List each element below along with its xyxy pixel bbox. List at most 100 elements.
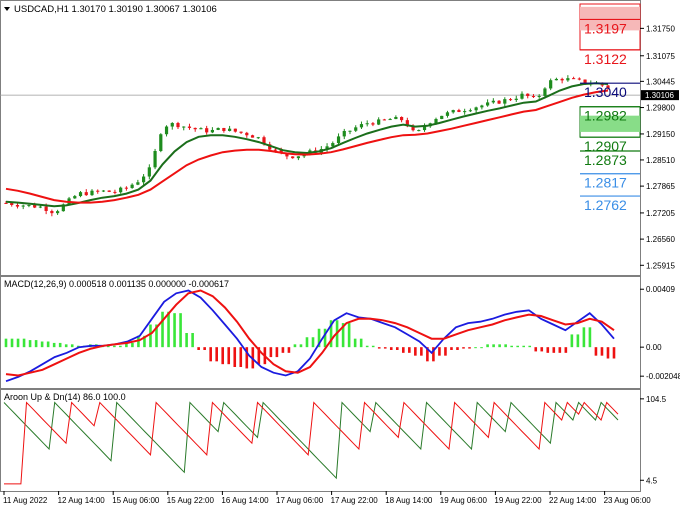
macd-histogram-bar [64,344,68,348]
candle-body [176,123,180,128]
candle-body [371,123,375,125]
macd-histogram-bar [311,337,315,348]
macd-histogram-bar [540,347,544,352]
time-tick-label: 23 Aug 06:00 [604,496,652,505]
macd-histogram-bar [420,347,423,356]
macd-histogram-bar [498,344,501,348]
macd-histogram-bar [143,335,146,348]
macd-histogram-bar [107,345,110,348]
candle-body [537,95,541,97]
candle-body [205,128,209,133]
candle-body [514,98,518,100]
macd-histogram-bar [576,334,580,348]
candle-body [78,192,83,197]
macd-histogram-bar [197,347,200,350]
candle-body [486,102,490,106]
candle-body [566,78,570,81]
aroon-up-line [3,401,619,480]
candle-body [250,135,255,138]
time-tick-label: 17 Aug 06:00 [276,496,324,505]
candle-body [4,202,8,204]
macd-histogram-bar [209,347,212,362]
macd-pane [4,289,616,383]
macd-histogram-bar [383,347,387,349]
time-tick-label: 15 Aug 22:00 [167,496,215,505]
macd-histogram-bar [287,347,291,353]
candle-body [531,96,536,98]
aroon-header: Aroon Up & Dn(14) 86.0 100.0 [4,392,126,402]
candle-body [84,192,88,196]
macd-histogram-bar [534,347,538,352]
candle-body [331,143,335,147]
level-label: 1.3040 [584,84,627,100]
time-tick-label: 19 Aug 22:00 [494,496,542,505]
candle-body [187,126,192,128]
candle-body [44,206,48,211]
macd-histogram-bar [10,338,14,348]
macd-histogram-bar [215,347,218,362]
macd-histogram-bar [70,344,74,348]
aroon-down-line [4,401,619,485]
candle-body [285,153,289,157]
price-tick-label: 1.31075 [646,52,675,61]
candle-body [354,127,358,131]
candle-body [400,116,404,121]
candle-body [61,204,65,212]
candle-body [268,144,272,150]
candle-body [15,204,20,207]
macd-histogram-bar [432,347,435,362]
candle-body [159,134,163,152]
macd-histogram-bar [546,347,550,353]
level-label: 1.2762 [584,197,627,213]
price-tick-label: 1.30445 [646,77,675,86]
level-label: 1.2873 [584,152,627,168]
candle-body [411,126,415,131]
macd-histogram-bar [426,347,429,362]
candle-body [27,204,31,206]
candle-body [130,184,134,188]
macd-histogram-bar [371,345,375,348]
candle-body [142,176,146,183]
candle-body [193,127,197,130]
symbol-dropdown-icon[interactable] [4,7,10,11]
macd-histogram-bar [113,345,116,348]
macd-histogram-bar [185,333,188,348]
candle-body [170,123,174,127]
macd-histogram-bar [359,338,363,348]
macd-histogram-bar [293,344,297,348]
candle-body [113,191,117,193]
macd-histogram-bar [227,347,231,365]
macd-histogram-bar [131,342,134,348]
macd-histogram-bar [155,324,158,348]
candle-body [228,128,232,131]
macd-histogram-bar [438,347,441,356]
price-tick-label: 1.27865 [646,182,675,191]
macd-histogram-bar [450,347,453,350]
candle-body [394,116,398,120]
macd-histogram-bar [221,347,225,365]
candle-body [365,123,369,125]
macd-histogram-bar [305,337,309,348]
candle-body [96,190,100,192]
candle-body [33,204,37,208]
macd-histogram-bar [528,345,532,348]
macd-histogram-bar [564,347,568,353]
candle-body [549,80,553,89]
candle-body [222,127,226,131]
price-tick-label: 1.25915 [646,261,675,270]
price-tick-label: 1.28510 [646,156,675,165]
time-tick-label: 11 Aug 2022 [3,496,48,505]
candle-body [526,93,530,97]
macd-histogram-bar [119,345,122,348]
macd-histogram-bar [40,341,44,348]
candle-body [291,156,295,159]
macd-histogram-bar [191,333,194,348]
macd-histogram-bar [275,347,279,358]
macd-histogram-bar [612,347,616,359]
macd-histogram-bar [414,347,417,356]
macd-histogram-bar [203,347,206,350]
macd-histogram-bar [402,347,405,353]
candle-body [491,100,495,103]
macd-histogram-bar [480,347,483,349]
price-tick-label: 1.29150 [646,130,675,139]
